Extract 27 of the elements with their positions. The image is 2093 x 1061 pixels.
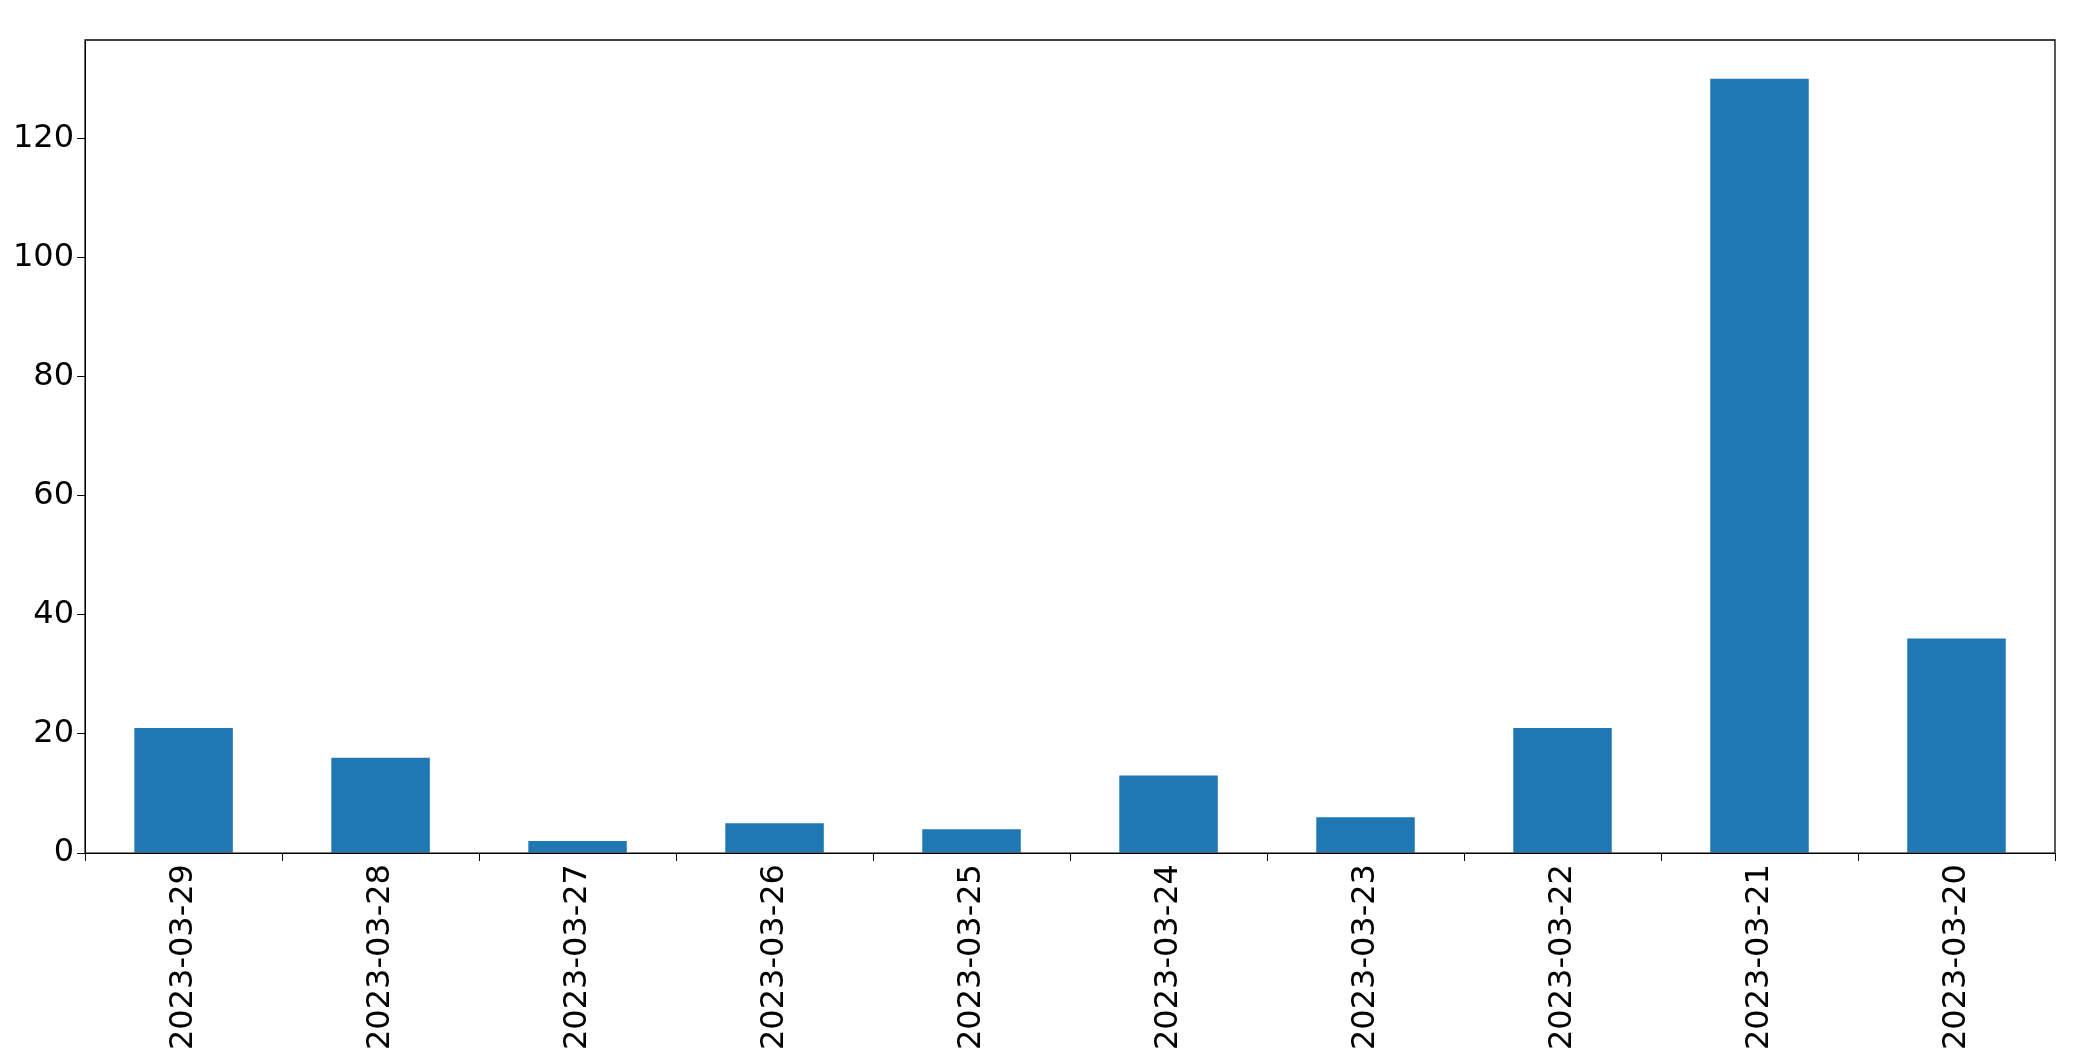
x-tick-label: 2023-03-23 xyxy=(1343,864,1382,1050)
x-tick-label: 2023-03-27 xyxy=(555,864,594,1050)
bar xyxy=(331,757,430,853)
bar xyxy=(528,841,627,853)
bar xyxy=(1513,727,1612,853)
x-tick-label: 2023-03-26 xyxy=(752,864,791,1050)
bar xyxy=(134,727,233,853)
bar xyxy=(1710,78,1809,853)
bar xyxy=(1119,775,1218,853)
x-tick-label: 2023-03-22 xyxy=(1540,864,1579,1050)
bar xyxy=(1316,817,1415,853)
y-tick-label: 100 xyxy=(13,235,75,274)
x-tick-label: 2023-03-20 xyxy=(1934,864,1973,1050)
bar xyxy=(1907,638,2006,853)
y-tick-label: 20 xyxy=(33,712,75,751)
bar xyxy=(725,823,824,853)
x-tick-label: 2023-03-24 xyxy=(1146,864,1185,1050)
x-tick-label: 2023-03-29 xyxy=(161,864,200,1050)
x-tick-label: 2023-03-28 xyxy=(358,864,397,1050)
y-tick-label: 0 xyxy=(53,831,75,870)
y-tick-label: 60 xyxy=(33,473,75,512)
y-tick-label: 120 xyxy=(13,116,75,155)
y-tick-label: 40 xyxy=(33,593,75,632)
x-tick-label: 2023-03-25 xyxy=(949,864,988,1050)
x-tick-label: 2023-03-21 xyxy=(1737,864,1776,1050)
y-tick-label: 80 xyxy=(33,354,75,393)
bar xyxy=(922,829,1021,853)
